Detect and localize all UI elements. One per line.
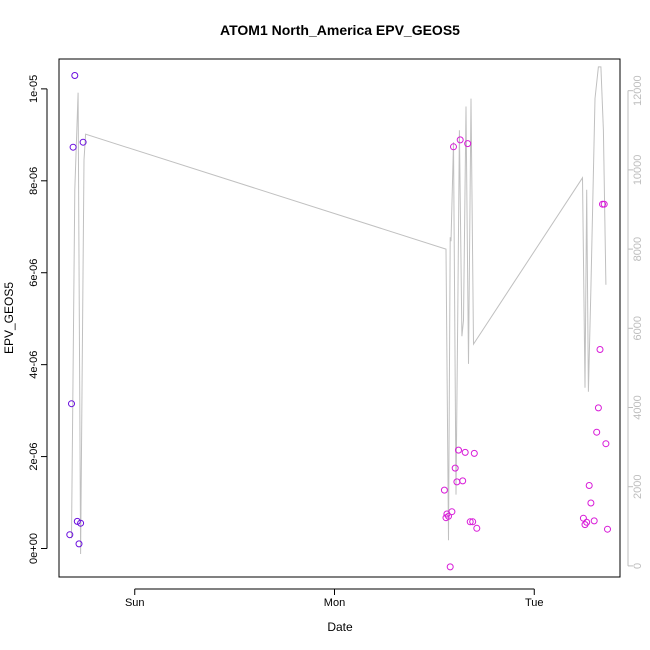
- plot-frame: [58, 58, 621, 578]
- scatter-point: [600, 200, 608, 208]
- y-right-tick-label: 6000: [632, 316, 644, 340]
- y-axis-label: EPV_GEOS5: [2, 282, 16, 354]
- y-left-tick-label: 2e-06: [28, 443, 40, 471]
- scatter-series: [66, 72, 611, 571]
- y-left-tick-label: 6e-06: [28, 259, 40, 287]
- scatter-point: [446, 563, 454, 571]
- scatter-point: [466, 518, 474, 526]
- y-right-tick-label: 4000: [632, 395, 644, 419]
- scatter-point: [602, 440, 610, 448]
- scatter-point: [445, 512, 452, 520]
- scatter-point: [71, 72, 79, 79]
- scatter-point: [459, 477, 467, 485]
- scatter-point: [455, 446, 462, 454]
- scatter-point: [68, 400, 75, 408]
- x-axis: Sun Mon Tue: [125, 588, 544, 609]
- y-right-tick-label: 8000: [632, 237, 644, 261]
- scatter-point: [590, 517, 598, 525]
- scatter-point: [66, 531, 74, 539]
- chart-title: ATOM1 North_America EPV_GEOS5: [220, 22, 460, 38]
- scatter-point: [77, 519, 85, 527]
- y-left-tick-label: 0e+00: [28, 533, 40, 564]
- y-right-tick-label: 12000: [632, 75, 644, 106]
- scatter-point: [464, 140, 472, 148]
- scatter-point: [587, 499, 595, 507]
- x-axis-label: Date: [327, 620, 353, 634]
- scatter-point: [604, 525, 611, 533]
- scatter-point: [596, 346, 604, 353]
- scatter-point: [583, 518, 591, 526]
- y-right-tick-label: 10000: [632, 155, 644, 186]
- scatter-point: [69, 143, 77, 151]
- x-tick-label: Tue: [525, 597, 544, 609]
- scatter-point: [451, 464, 459, 472]
- y-left-tick-label: 1e-05: [28, 75, 40, 103]
- scatter-point: [79, 138, 87, 146]
- scatter-point: [473, 524, 481, 532]
- y-left-tick-label: 8e-06: [28, 167, 40, 195]
- scatter-point: [594, 404, 602, 412]
- y-axis-right: 0 2000 4000 6000 8000 10000 12000: [627, 75, 644, 569]
- scatter-point: [585, 482, 593, 489]
- scatter-point: [75, 540, 83, 548]
- scatter-point: [579, 514, 587, 522]
- scatter-point: [440, 486, 448, 494]
- y-right-tick-label: 2000: [632, 474, 644, 498]
- scatter-point: [450, 143, 457, 151]
- scatter-point: [453, 478, 461, 486]
- scatter-point: [456, 136, 464, 144]
- scatter-point: [593, 428, 601, 436]
- x-tick-label: Mon: [324, 597, 345, 609]
- y-left-tick-label: 4e-06: [28, 351, 40, 379]
- scatter-point: [461, 448, 469, 456]
- y-axis-left: 0e+00 2e-06 4e-06 6e-06 8e-06 1e-05: [28, 75, 48, 564]
- scatter-point: [448, 508, 456, 516]
- y-right-tick-label: 0: [632, 563, 644, 569]
- line-series-path: [71, 66, 607, 555]
- scatter-point: [469, 518, 477, 526]
- scatter-point: [470, 449, 478, 457]
- line-series: [71, 66, 607, 555]
- x-tick-label: Sun: [125, 597, 145, 609]
- scatter-point: [73, 517, 81, 525]
